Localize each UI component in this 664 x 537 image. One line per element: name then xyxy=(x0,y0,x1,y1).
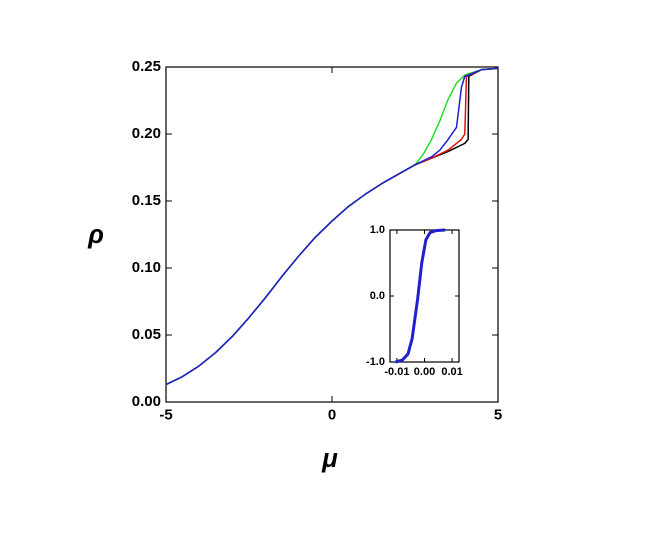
series-line xyxy=(395,228,446,364)
y-tick-label: 0.00 xyxy=(132,393,161,410)
y-tick-label: 0.25 xyxy=(132,58,161,75)
x-tick-label: 0.01 xyxy=(441,366,462,378)
x-tick-label: -0.01 xyxy=(384,366,409,378)
y-tick-label: 1.0 xyxy=(370,224,385,236)
y-tick-label: 0.20 xyxy=(132,125,161,142)
y-tick-label: 0.05 xyxy=(132,326,161,343)
y-tick-label: -1.0 xyxy=(366,356,385,368)
y-axis-label: ρ xyxy=(87,219,104,249)
x-tick-label: 0 xyxy=(328,406,336,423)
x-tick-label: 5 xyxy=(494,406,502,423)
y-tick-label: 0.15 xyxy=(132,192,161,209)
series-line xyxy=(165,67,499,386)
x-tick-label: 0.00 xyxy=(414,366,435,378)
y-tick-label: 0.10 xyxy=(132,259,161,276)
y-tick-label: 0.0 xyxy=(370,290,385,302)
x-tick-label: -5 xyxy=(159,406,172,423)
x-axis-label: μ xyxy=(321,443,338,473)
